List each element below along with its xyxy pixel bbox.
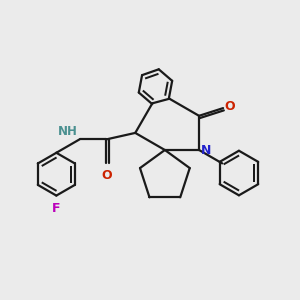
- Text: O: O: [101, 169, 112, 182]
- Text: NH: NH: [58, 125, 78, 138]
- Text: N: N: [200, 144, 211, 157]
- Text: O: O: [224, 100, 235, 112]
- Text: F: F: [52, 202, 61, 215]
